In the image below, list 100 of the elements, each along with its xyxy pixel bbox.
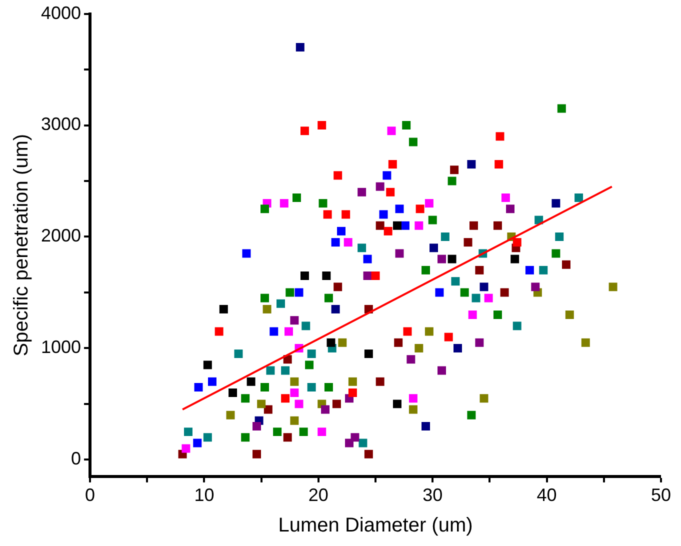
point: [337, 226, 346, 236]
point: [416, 204, 424, 214]
point: [358, 438, 368, 448]
point: [260, 294, 269, 302]
point: [307, 350, 316, 358]
point: [260, 382, 269, 392]
point: [358, 188, 366, 196]
point: [318, 121, 326, 130]
point: [284, 327, 293, 336]
y-tick-label: 2000: [40, 226, 82, 246]
point: [435, 288, 444, 297]
x-tick-label: 10: [194, 485, 214, 506]
point: [242, 249, 251, 258]
point: [286, 288, 294, 297]
point: [345, 438, 354, 448]
point: [318, 199, 328, 208]
point: [448, 176, 456, 186]
point: [234, 350, 243, 358]
point: [228, 388, 238, 398]
point: [338, 338, 347, 347]
point: [273, 428, 282, 436]
point: [388, 160, 397, 169]
point: [300, 272, 309, 280]
point: [440, 232, 450, 241]
point: [283, 433, 292, 442]
point: [460, 288, 469, 297]
point: [364, 350, 373, 358]
point: [469, 221, 478, 230]
x-tick-label: 40: [536, 485, 557, 506]
y-tick-label: 4000: [40, 2, 82, 23]
point: [467, 410, 476, 420]
point: [400, 221, 410, 230]
point: [281, 394, 290, 403]
point: [324, 294, 333, 302]
point: [531, 282, 540, 292]
point: [364, 450, 373, 458]
point: [321, 405, 330, 414]
point: [322, 272, 331, 280]
point: [290, 316, 299, 325]
point: [475, 266, 484, 274]
point: [246, 377, 256, 386]
point: [280, 199, 288, 208]
point: [323, 210, 332, 219]
point: [395, 204, 404, 214]
point: [552, 199, 560, 208]
point: [414, 221, 424, 230]
point: [193, 438, 202, 448]
point: [408, 394, 418, 403]
point: [296, 43, 304, 52]
x-axis-title: Lumen Diameter (um): [278, 514, 473, 537]
point: [574, 193, 584, 202]
point: [451, 277, 460, 286]
point: [444, 332, 453, 342]
x-tick-label: 0: [85, 485, 96, 506]
point: [266, 366, 275, 375]
point: [252, 450, 262, 458]
point: [422, 422, 430, 430]
point: [501, 193, 510, 202]
point: [294, 400, 304, 408]
point: [555, 232, 564, 241]
point: [557, 104, 566, 113]
point: [464, 238, 472, 247]
point: [480, 394, 488, 403]
point: [252, 422, 262, 430]
point: [241, 394, 250, 403]
point: [438, 366, 446, 375]
point: [376, 377, 384, 386]
point: [422, 266, 430, 274]
point: [334, 282, 342, 292]
point: [395, 249, 404, 258]
point: [539, 266, 548, 274]
point: [386, 188, 395, 196]
point: [448, 254, 456, 264]
point: [331, 304, 340, 314]
point: [184, 428, 192, 436]
point: [194, 382, 203, 392]
point: [318, 428, 326, 436]
point: [281, 366, 290, 375]
point: [376, 221, 384, 230]
point: [270, 327, 278, 336]
point: [363, 254, 372, 264]
point: [299, 428, 308, 436]
point: [334, 171, 342, 180]
point: [371, 272, 380, 280]
point: [326, 338, 336, 347]
point: [468, 310, 477, 320]
point: [414, 344, 424, 352]
point: [331, 238, 340, 247]
point: [512, 322, 522, 330]
point: [358, 244, 366, 252]
point: [496, 132, 504, 141]
point: [494, 160, 504, 169]
y-tick-label: 3000: [40, 114, 82, 134]
point: [438, 254, 446, 264]
point: [302, 322, 310, 330]
y-axis-title: Specific penetration (um): [10, 134, 33, 356]
point: [408, 138, 418, 146]
y-tick-label: 0: [71, 448, 82, 469]
point: [307, 382, 316, 392]
x-tick-label: 50: [650, 485, 672, 506]
